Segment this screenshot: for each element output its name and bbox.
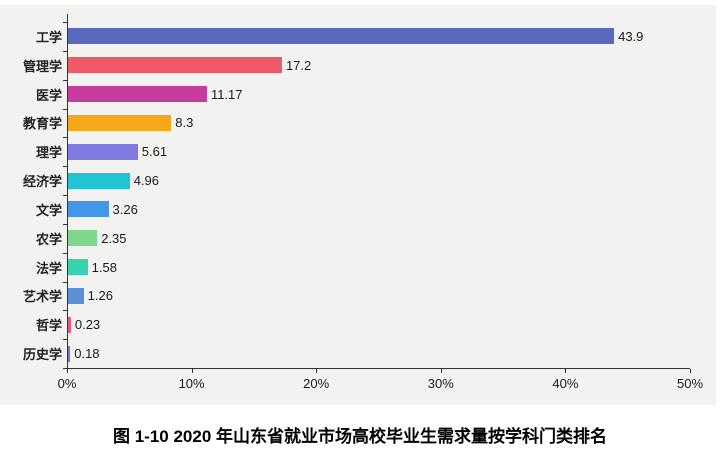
y-tick-mark: [63, 108, 67, 110]
x-tick-mark: [191, 369, 193, 373]
category-label: 历史学: [22, 347, 62, 363]
y-tick-mark: [63, 339, 67, 341]
bar: [68, 114, 172, 131]
bar-row: 理学 5.61: [0, 137, 690, 166]
category-label: 理学: [35, 145, 62, 161]
value-label: 2.35: [101, 230, 127, 246]
category-label: 经济学: [22, 174, 62, 190]
bar-track: 11.17: [68, 80, 690, 109]
bar: [68, 57, 282, 74]
bar-row: 经济学 4.96: [0, 166, 690, 195]
value-label: 1.58: [91, 259, 117, 275]
bar: [68, 316, 71, 333]
category-label: 哲学: [35, 318, 62, 334]
x-tick-label: 30%: [427, 376, 454, 391]
y-tick-mark: [63, 252, 67, 254]
category-label: 教育学: [22, 116, 62, 132]
y-tick-mark: [63, 50, 67, 52]
x-axis-ticks: 0% 10% 20% 30% 40% 50%: [58, 368, 703, 400]
x-tick-label: 10%: [178, 376, 205, 391]
bar-row: 艺术学 1.26: [0, 281, 690, 310]
bar-row: 教育学 8.3: [0, 108, 690, 137]
bar-row: 管理学 17.2: [0, 51, 690, 80]
bar-track: 2.35: [68, 224, 690, 253]
bar-track: 43.9: [68, 22, 690, 51]
bar-track: 8.3: [68, 108, 690, 137]
bar: [68, 28, 615, 45]
category-label: 文学: [35, 202, 62, 218]
bar-track: 4.96: [68, 166, 690, 195]
bar-track: 3.26: [68, 195, 690, 224]
x-tick-label: 50%: [676, 376, 704, 391]
value-label: 17.2: [285, 57, 312, 73]
value-label: 8.3: [175, 115, 194, 131]
bar-chart-panel: 工学 43.9 管理学 17.2 医学 11.17 教育学 8.3 理学 5.61 经济学 4.96 文…: [0, 5, 716, 405]
value-label: 3.26: [112, 201, 138, 217]
bar-row: 文学 3.26: [0, 195, 690, 224]
y-tick-mark: [63, 166, 67, 168]
bar-track: 5.61: [68, 137, 690, 166]
bar: [68, 201, 109, 218]
value-label: 1.26: [87, 288, 113, 304]
x-tick-mark: [440, 369, 442, 373]
value-label: 0.18: [74, 346, 100, 362]
bar: [68, 287, 84, 304]
bar-row: 工学 43.9: [0, 22, 690, 51]
category-label: 法学: [35, 260, 62, 276]
x-tick-mark: [67, 369, 68, 373]
x-axis-line: [67, 368, 690, 369]
y-axis-ticks: [63, 22, 67, 369]
x-tick-label: 40%: [552, 376, 579, 391]
category-label: 艺术学: [22, 289, 62, 305]
figure-caption: 图 1-10 2020 年山东省就业市场高校毕业生需求量按学科门类排名: [112, 427, 607, 446]
bar-track: 0.18: [68, 339, 690, 368]
bar: [68, 345, 71, 362]
y-tick-mark: [63, 137, 67, 139]
bar: [68, 86, 207, 103]
y-tick-mark: [63, 223, 67, 225]
bar: [68, 230, 98, 247]
x-tick-mark: [690, 369, 691, 373]
y-tick-mark: [63, 368, 67, 369]
bar-rows: 工学 43.9 管理学 17.2 医学 11.17 教育学 8.3 理学 5.61 经济学 4.96 文…: [0, 22, 690, 368]
x-tick-label: 20%: [303, 376, 330, 391]
category-label: 管理学: [22, 58, 62, 74]
bar-row: 历史学 0.18: [0, 339, 690, 368]
y-tick-mark: [63, 22, 67, 23]
value-label: 0.23: [74, 317, 101, 333]
bar-row: 农学 2.35: [0, 224, 690, 253]
bar-track: 17.2: [68, 51, 690, 80]
bar: [68, 143, 138, 160]
bar-track: 1.58: [68, 253, 690, 282]
category-label: 工学: [35, 29, 62, 45]
value-label: 43.9: [618, 28, 644, 44]
y-axis-line: [67, 14, 68, 368]
y-tick-mark: [63, 281, 67, 283]
bar-track: 0.23: [68, 310, 690, 339]
y-tick-mark: [63, 195, 67, 196]
value-label: 11.17: [210, 86, 243, 102]
bar-track: 1.26: [68, 281, 690, 310]
bar: [68, 259, 88, 276]
y-tick-mark: [63, 310, 67, 312]
bar: [68, 172, 130, 189]
x-tick-mark: [565, 369, 567, 373]
bar-row: 医学 11.17: [0, 80, 690, 109]
bar-row: 哲学 0.23: [0, 310, 690, 339]
bar-row: 法学 1.58: [0, 253, 690, 282]
category-label: 医学: [35, 87, 62, 103]
value-label: 4.96: [133, 173, 159, 189]
x-tick-mark: [316, 369, 318, 373]
category-label: 农学: [35, 231, 62, 247]
x-tick-label: 0%: [57, 376, 77, 391]
value-label: 5.61: [141, 144, 168, 160]
y-tick-mark: [63, 79, 67, 81]
